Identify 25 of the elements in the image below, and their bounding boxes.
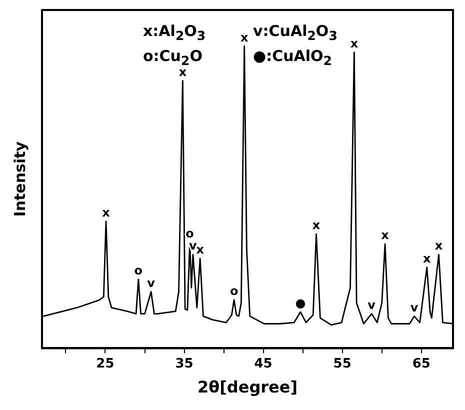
annotation: o [134,263,143,278]
annotation: o [230,284,238,298]
x-tick-label: 65 [412,356,430,372]
x-tick-label: 25 [96,356,114,372]
annotation: ●:CuAlO$_{2}$ [253,47,332,68]
x-tick-label: 45 [254,356,272,372]
text: x:Al$_{2}$O$_{3}$ [143,22,206,43]
y-axis-title: Intensity [10,141,29,217]
annotation: ● [295,296,306,310]
annotation: x [350,36,358,50]
annotation: x [196,242,204,257]
annotation: x [381,228,390,242]
annotation: o [186,226,194,241]
x-tick-label: 55 [333,356,352,372]
text: v:CuAl$_{2}$O$_{3}$ [253,22,338,43]
annotation: x [102,206,110,220]
annotation: x [240,30,248,44]
annotation: v [410,300,418,314]
annotation: x [434,238,443,253]
annotation: v [368,298,376,312]
annotation: x [423,251,432,266]
annotation: v [147,276,156,290]
x-axis-title: 2θ[degree] [197,378,298,397]
annotation: x [312,218,320,232]
x-tick-label: 35 [175,356,194,372]
